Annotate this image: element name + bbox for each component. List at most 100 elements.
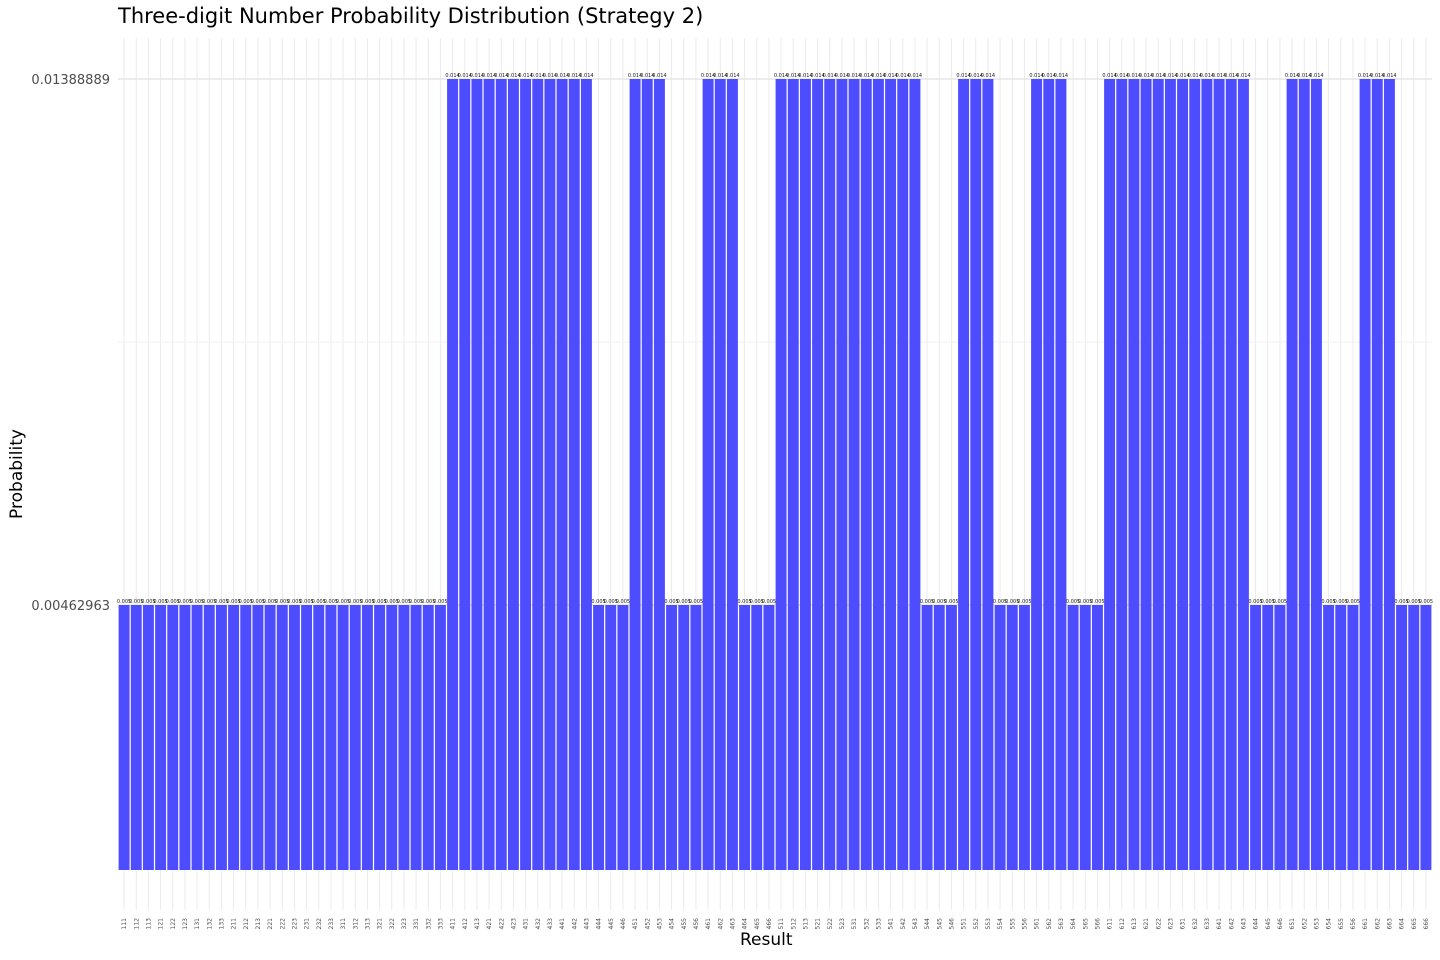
x-tick-label: 543 [912,918,919,930]
bar [1408,605,1420,870]
x-tick-label: 413 [474,918,481,930]
bar [593,605,605,870]
bar-data-label: 0.005 [385,599,399,605]
bar-data-label: 0.014 [810,73,824,79]
x-tick-label: 545 [936,918,943,930]
x-tick-label: 132 [206,918,213,930]
bar-data-label: 0.005 [166,599,180,605]
x-tick-label: 663 [1386,918,1393,930]
bar [556,79,568,870]
bar-data-label: 0.005 [336,599,350,605]
bar-data-label: 0.014 [1309,73,1323,79]
x-tick-label: 562 [1046,918,1053,930]
bars [118,79,1432,870]
bar-data-label: 0.005 [1321,599,1335,605]
bar-data-label: 0.005 [737,599,751,605]
bar [349,605,361,870]
bar [1213,79,1225,870]
bar-data-label: 0.014 [458,73,472,79]
x-tick-label: 454 [669,918,676,930]
bar-data-label: 0.014 [701,73,715,79]
bar-data-label: 0.014 [847,73,861,79]
x-tick-label: 533 [875,918,882,930]
x-tick-label: 643 [1240,918,1247,930]
x-axis-title: Result [740,930,793,950]
bar [1018,605,1030,870]
x-tick-label: 531 [851,918,858,930]
bar [1359,79,1371,870]
bar-data-label: 0.005 [117,599,131,605]
x-tick-label: 223 [291,918,298,930]
bar-data-label: 0.014 [823,73,837,79]
bar-data-label: 0.005 [1078,599,1092,605]
bar-data-label: 0.005 [190,599,204,605]
bar [276,605,288,870]
bar [1043,79,1055,870]
x-tick-label: 656 [1350,918,1357,930]
bar-data-label: 0.014 [531,73,545,79]
bar-data-label: 0.014 [652,73,666,79]
bar [179,605,191,870]
x-tick-label: 651 [1289,918,1296,930]
bar [1286,79,1298,870]
y-tick-label: 0.00462963 [31,599,110,614]
bar [1383,79,1395,870]
x-tick-label: 556 [1021,918,1028,930]
bar [787,79,799,870]
bar-data-label: 0.005 [616,599,630,605]
x-tick-label: 444 [596,918,603,930]
x-tick-label: 542 [900,918,907,930]
bar-data-label: 0.014 [1163,73,1177,79]
bar [580,79,592,870]
bar-data-label: 0.014 [859,73,873,79]
bar-data-label: 0.005 [129,599,143,605]
bar [848,79,860,870]
bar-data-label: 0.014 [883,73,897,79]
bar [374,605,386,870]
x-tick-label: 552 [973,918,980,930]
x-tick-label: 662 [1374,918,1381,930]
x-tick-label: 612 [1119,918,1126,930]
bar-data-label: 0.014 [628,73,642,79]
bar-data-label: 0.005 [750,599,764,605]
bar [1298,79,1310,870]
x-tick-label: 532 [863,918,870,930]
bar [690,605,702,870]
bar [629,79,641,870]
bar [824,79,836,870]
bar [337,605,349,870]
bar-data-label: 0.014 [981,73,995,79]
bar-data-label: 0.014 [518,73,532,79]
x-tick-label: 452 [644,918,651,930]
bar [1055,79,1067,870]
x-tick-label: 645 [1265,918,1272,930]
bar-data-label: 0.014 [725,73,739,79]
bar-data-label: 0.014 [579,73,593,79]
bar [1310,79,1322,870]
x-tick-label: 544 [924,918,931,930]
bar-data-label: 0.005 [591,599,605,605]
bar-data-label: 0.014 [1127,73,1141,79]
bar [288,605,300,870]
x-tick-label: 513 [802,918,809,930]
bar [1006,605,1018,870]
x-tick-label: 523 [839,918,846,930]
bar-data-label: 0.014 [482,73,496,79]
x-tick-label: 621 [1143,918,1150,930]
bar [1335,605,1347,870]
bar [1201,79,1213,870]
bar [240,605,252,870]
bar [1250,605,1262,870]
bar [1189,79,1201,870]
bar-data-label: 0.005 [287,599,301,605]
bar-data-label: 0.005 [141,599,155,605]
x-tick-label: 451 [632,918,639,930]
bar [191,605,203,870]
x-tick-label: 221 [267,918,274,930]
bar [228,605,240,870]
bar-data-label: 0.005 [932,599,946,605]
bar-data-label: 0.014 [1151,73,1165,79]
x-tick-label: 644 [1253,918,1260,930]
bar-data-label: 0.014 [713,73,727,79]
